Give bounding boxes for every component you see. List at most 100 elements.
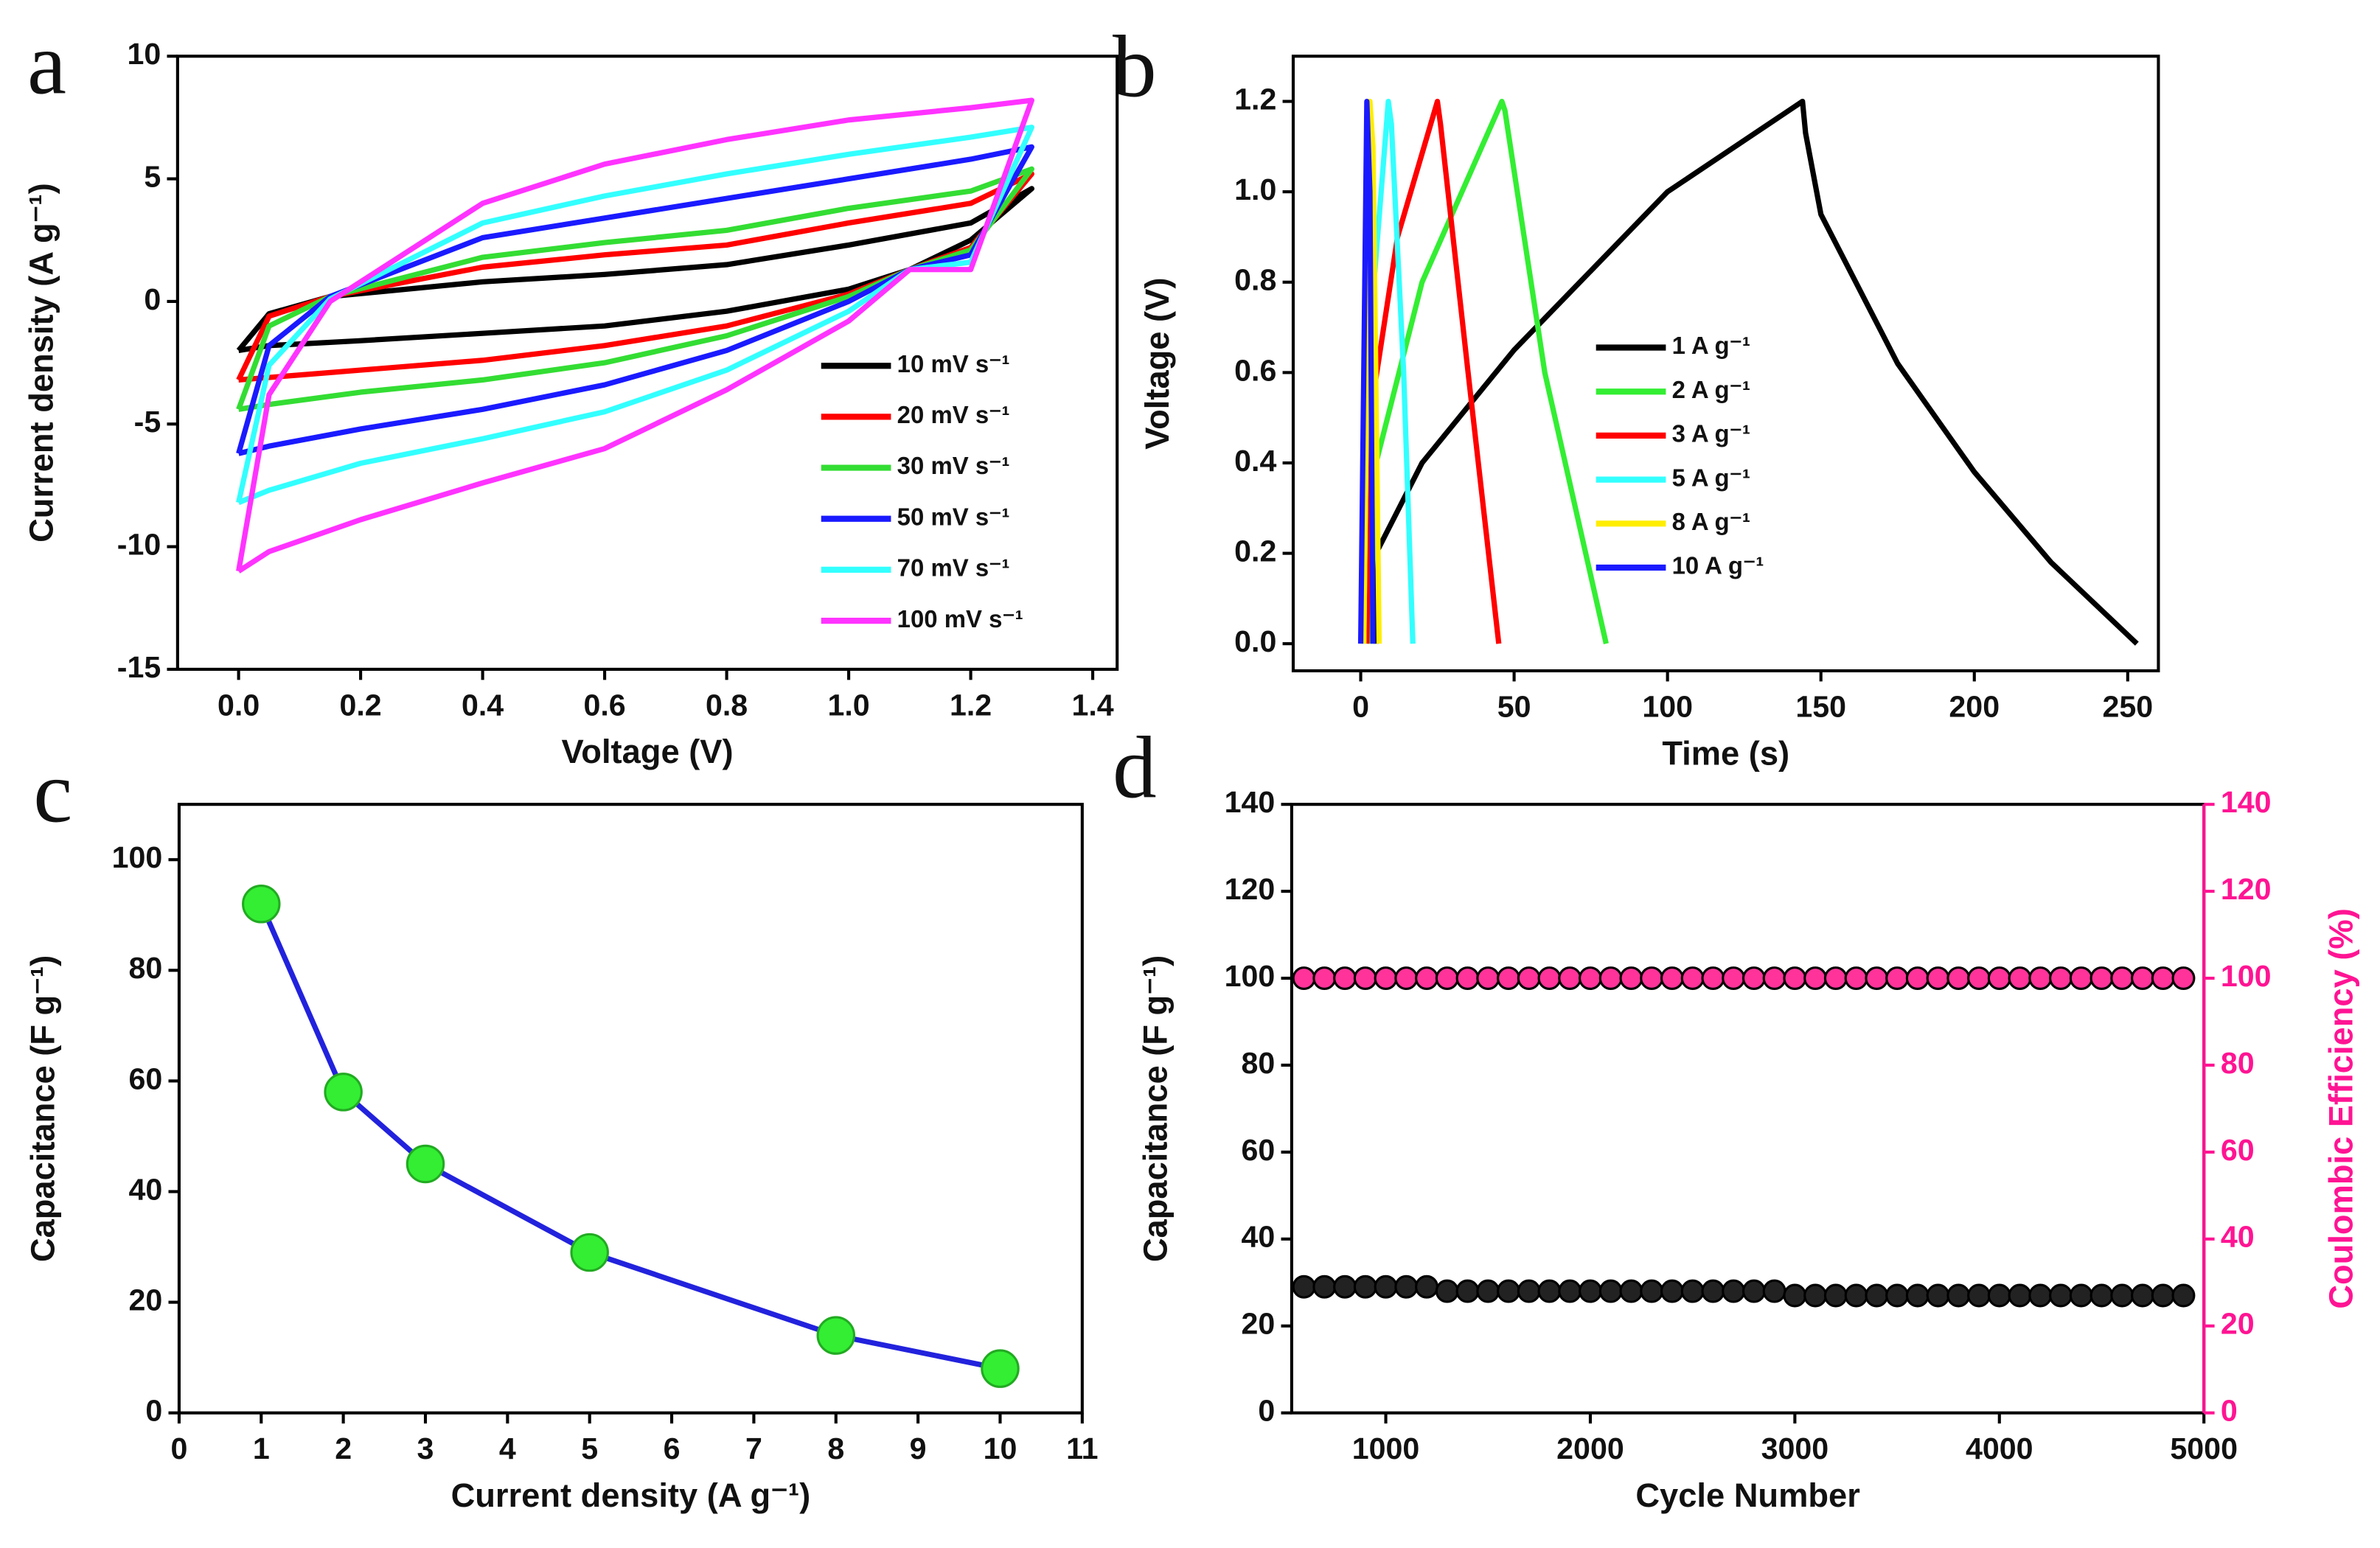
point (1905, 966, 1930, 990)
panel-label: b (1113, 18, 1157, 115)
plot-frame (1290, 803, 2206, 1415)
legend-label: 30 mV s⁻¹ (897, 452, 1010, 479)
point (1823, 1283, 1848, 1308)
y2-tick-label: 100 (2221, 959, 2272, 993)
x-tick-label: 11 (1066, 1432, 1099, 1465)
y2-tick-label: 0 (2221, 1394, 2238, 1428)
point (1660, 966, 1684, 990)
point (816, 1316, 856, 1355)
x-tick-label: 7 (745, 1432, 762, 1465)
point (2028, 1283, 2053, 1308)
y-axis-label: Capacitance (F g⁻¹) (1137, 955, 1175, 1262)
x-tick-label: 4000 (1966, 1432, 2033, 1465)
y2-axis-label: Coulombic Efficiency (%) (2322, 908, 2360, 1308)
series-line (1373, 98, 2139, 646)
point (1476, 1279, 1500, 1303)
x-tick-label: 0.4 (462, 688, 504, 722)
point (2171, 966, 2196, 990)
point (2049, 1283, 2073, 1308)
x-axis-label: Voltage (V) (561, 733, 733, 770)
y-tick-label: 10 (127, 37, 161, 71)
x-tick-label: 3000 (1761, 1432, 1829, 1465)
point (1619, 1279, 1643, 1303)
point (1312, 966, 1337, 990)
y-tick-label: 80 (128, 951, 162, 985)
y-tick-label: 20 (1242, 1307, 1276, 1341)
legend-label: 10 A g⁻¹ (1672, 552, 1764, 579)
panel-label: c (33, 743, 72, 840)
y-tick-label: 0 (144, 282, 161, 316)
point (1435, 1279, 1459, 1303)
legend-label: 70 mV s⁻¹ (897, 554, 1010, 582)
y-tick-label: -15 (117, 650, 161, 684)
point (2090, 966, 2114, 990)
point (1865, 1283, 1889, 1308)
point (1741, 1279, 1766, 1303)
point (1762, 966, 1786, 990)
x-tick-label: 0.0 (218, 688, 260, 722)
y-tick-label: 140 (1225, 785, 1276, 819)
series-line (236, 125, 1034, 506)
point (1987, 966, 2011, 990)
x-tick-label: 4 (499, 1432, 516, 1465)
y-axis-label: Current density (A g⁻¹) (23, 183, 60, 543)
y-axis-label: Capacitance (F g⁻¹) (24, 955, 62, 1262)
point (1353, 966, 1377, 990)
legend-label: 50 mV s⁻¹ (897, 503, 1010, 530)
point (1292, 1275, 1316, 1299)
y-tick-label: 5 (144, 159, 161, 193)
panel-label: a (27, 15, 66, 112)
point (2171, 1283, 2196, 1308)
y-tick-label: -5 (134, 405, 161, 439)
point (2151, 1283, 2175, 1308)
point (1578, 966, 1602, 990)
x-tick-label: 150 (1795, 689, 1846, 723)
x-tick-label: 0 (170, 1432, 187, 1465)
y-tick-label: 40 (128, 1172, 162, 1206)
point (1558, 1279, 1582, 1303)
point (1415, 966, 1438, 990)
y-tick-label: 0.8 (1234, 263, 1276, 297)
y-tick-label: 40 (1242, 1220, 1276, 1254)
point (1517, 1279, 1541, 1303)
point (1497, 966, 1520, 990)
x-tick-label: 2 (335, 1432, 352, 1465)
point (1374, 966, 1398, 990)
y2-tick-label: 140 (2221, 785, 2272, 819)
point (1476, 966, 1500, 990)
x-tick-label: 5 (581, 1432, 598, 1465)
y-tick-label: 100 (112, 840, 163, 874)
point (1333, 966, 1357, 990)
point (2151, 966, 2175, 990)
x-tick-label: 200 (1949, 689, 2000, 723)
x-tick-label: 1.2 (950, 688, 992, 722)
point (1455, 966, 1480, 990)
point (1905, 1283, 1930, 1308)
series-line (258, 902, 1001, 1372)
y-tick-label: 1.0 (1234, 172, 1276, 206)
y-tick-label: 80 (1242, 1046, 1276, 1080)
point (406, 1144, 445, 1184)
x-tick-label: 0.6 (583, 688, 625, 722)
point (1803, 1283, 1828, 1308)
x-axis-label: Time (s) (1662, 734, 1789, 772)
x-axis-label: Cycle Number (1635, 1476, 1859, 1514)
point (2008, 966, 2032, 990)
point (2131, 1283, 2154, 1308)
point (1967, 1283, 1991, 1308)
point (1292, 966, 1316, 990)
y-tick-label: 1.2 (1234, 82, 1276, 116)
point (1783, 966, 1807, 990)
x-tick-label: 0.2 (339, 688, 381, 722)
legend-label: 2 A g⁻¹ (1672, 376, 1750, 403)
point (1701, 966, 1725, 990)
x-tick-label: 0.8 (706, 688, 748, 722)
point (1537, 1279, 1562, 1303)
point (1517, 966, 1541, 990)
legend-label: 20 mV s⁻¹ (897, 401, 1010, 428)
point (1741, 966, 1766, 990)
legend-label: 10 mV s⁻¹ (897, 350, 1010, 377)
point (2008, 1283, 2032, 1308)
point (1844, 966, 1868, 990)
point (1823, 966, 1848, 990)
